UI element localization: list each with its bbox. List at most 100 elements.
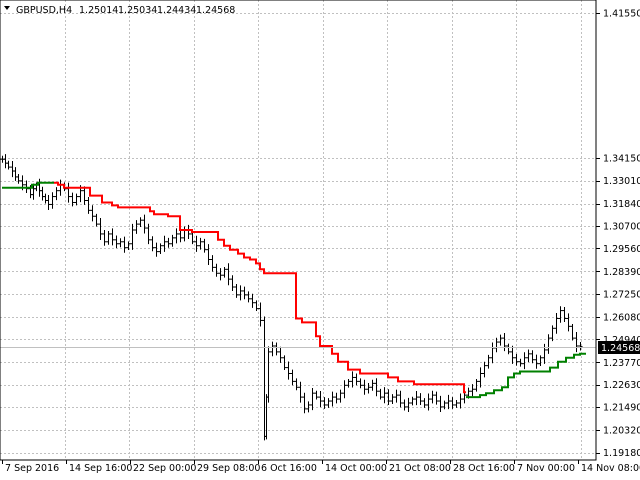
price-bar bbox=[522, 352, 527, 370]
price-bar bbox=[410, 396, 415, 406]
price-bar bbox=[374, 378, 379, 397]
price-bar bbox=[346, 379, 351, 388]
price-bar bbox=[286, 361, 291, 380]
price-bar bbox=[214, 263, 219, 277]
price-bar bbox=[50, 192, 55, 209]
price-tick-label: 1.27250 bbox=[603, 289, 640, 300]
price-bar bbox=[578, 342, 583, 351]
price-bar bbox=[510, 345, 515, 364]
price-bar bbox=[554, 312, 559, 334]
price-bar bbox=[558, 306, 563, 323]
price-bar bbox=[86, 196, 91, 214]
price-bar bbox=[566, 313, 571, 332]
price-bar bbox=[190, 231, 195, 245]
price-bar bbox=[142, 214, 147, 234]
price-bar bbox=[478, 367, 483, 388]
time-axis: 7 Sep 2016 14 Sep 16:00 22 Sep 00:00 29 Sep… bbox=[2, 460, 640, 474]
current-price-tag bbox=[598, 341, 640, 354]
price-bar bbox=[158, 243, 163, 254]
price-bar bbox=[6, 160, 11, 170]
price-axis: 1.41550 1.34150 1.33010 1.31840 1.30700 1.295… bbox=[596, 8, 640, 459]
price-bar bbox=[206, 244, 211, 265]
time-tick-label: 6 Oct 16:00 bbox=[261, 463, 317, 474]
price-tick-label: 1.30700 bbox=[603, 222, 640, 233]
price-bar bbox=[278, 346, 283, 363]
price-bar bbox=[250, 293, 255, 308]
price-bar bbox=[118, 238, 123, 248]
price-tick-label: 1.20320 bbox=[603, 426, 640, 437]
price-bar bbox=[306, 401, 311, 413]
price-bar bbox=[470, 384, 475, 397]
price-bar bbox=[390, 394, 395, 404]
time-tick-label: 14 Nov 08:00 bbox=[581, 463, 640, 474]
price-bar bbox=[486, 354, 491, 369]
price-bar bbox=[166, 237, 171, 248]
price-bar bbox=[234, 284, 239, 298]
price-bar bbox=[150, 236, 155, 252]
trail-red-line bbox=[54, 181, 466, 394]
price-tick-label: 1.22630 bbox=[603, 380, 640, 391]
plot-frame bbox=[0, 0, 597, 461]
price-bar bbox=[378, 388, 383, 400]
price-bar bbox=[146, 223, 151, 245]
price-tick-label: 1.23770 bbox=[603, 358, 640, 369]
price-bar bbox=[414, 391, 419, 406]
price-bar bbox=[338, 389, 343, 403]
price-bar bbox=[98, 218, 103, 241]
price-bar bbox=[422, 398, 427, 408]
trailing-stop-indicator bbox=[2, 181, 586, 399]
price-tick-label: 1.33010 bbox=[603, 176, 640, 187]
chart-header: GBPUSD,H4 1.25014 1.25034 1.24434 1.2456… bbox=[4, 5, 235, 16]
price-bar bbox=[230, 275, 235, 291]
time-tick-label: 14 Sep 16:00 bbox=[69, 463, 132, 474]
price-bar bbox=[110, 228, 115, 246]
price-bar bbox=[226, 263, 231, 286]
low-price: 1.24434 bbox=[157, 5, 196, 16]
price-bar bbox=[134, 220, 139, 234]
price-bar bbox=[254, 300, 259, 311]
price-bar bbox=[382, 387, 387, 404]
price-bar bbox=[358, 378, 363, 389]
price-bar bbox=[170, 234, 175, 247]
price-bar bbox=[138, 217, 143, 228]
price-bar bbox=[426, 393, 431, 411]
price-bar bbox=[458, 393, 463, 409]
price-bar bbox=[526, 349, 531, 363]
price-bar bbox=[126, 241, 131, 251]
price-bar bbox=[282, 355, 287, 370]
price-bar bbox=[398, 390, 403, 408]
price-bar bbox=[222, 266, 227, 278]
chart-menu-triangle-icon[interactable] bbox=[4, 6, 10, 10]
price-bar bbox=[402, 399, 407, 411]
price-bar bbox=[442, 400, 447, 410]
price-bar bbox=[322, 397, 327, 409]
price-bar bbox=[82, 186, 87, 205]
high-price: 1.25034 bbox=[118, 5, 157, 16]
close-price: 1.24568 bbox=[196, 5, 235, 16]
time-tick-label: 28 Oct 16:00 bbox=[453, 463, 515, 474]
price-bar bbox=[210, 255, 215, 272]
price-bar bbox=[246, 291, 251, 303]
price-bar bbox=[318, 391, 323, 408]
price-bar bbox=[546, 334, 551, 354]
price-bar bbox=[326, 398, 331, 408]
price-bar bbox=[218, 268, 223, 281]
price-bar bbox=[534, 354, 539, 369]
price-bar bbox=[314, 390, 319, 400]
price-bar bbox=[178, 229, 183, 243]
time-tick-label: 7 Sep 2016 bbox=[5, 463, 59, 474]
price-bar bbox=[570, 323, 575, 341]
price-bar bbox=[106, 230, 111, 245]
price-bar bbox=[502, 333, 507, 352]
price-bar bbox=[370, 379, 375, 391]
price-bar bbox=[294, 378, 299, 391]
price-tick-label: 1.19180 bbox=[603, 448, 640, 459]
price-bar bbox=[290, 369, 295, 386]
price-bar bbox=[354, 373, 359, 386]
price-bar bbox=[114, 235, 119, 249]
price-bar bbox=[274, 342, 279, 356]
price-bar bbox=[270, 341, 275, 357]
price-bar bbox=[174, 228, 179, 244]
price-bar bbox=[66, 182, 71, 203]
